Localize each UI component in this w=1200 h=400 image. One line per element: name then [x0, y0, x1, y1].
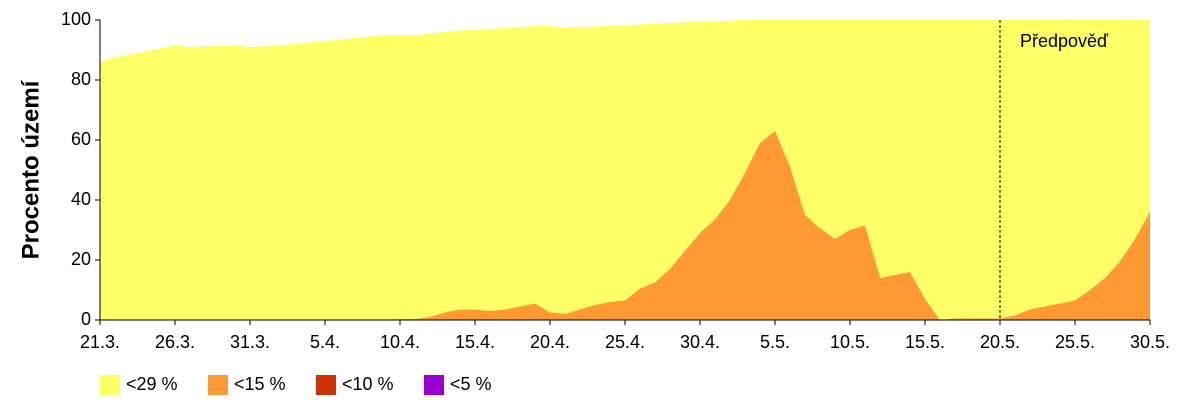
- x-tick-label: 30.4.: [680, 332, 720, 352]
- x-tick-label: 31.3.: [230, 332, 270, 352]
- x-tick-label: 30.5.: [1130, 332, 1170, 352]
- x-tick-label: 10.5.: [830, 332, 870, 352]
- x-tick-label: 15.4.: [455, 332, 495, 352]
- x-tick-label: 5.4.: [310, 332, 340, 352]
- y-tick-label: 80: [71, 69, 91, 89]
- legend-swatch: [208, 375, 228, 395]
- x-tick-label: 26.3.: [155, 332, 195, 352]
- x-tick-label: 25.5.: [1055, 332, 1095, 352]
- x-tick-label: 5.5.: [760, 332, 790, 352]
- y-tick-label: 60: [71, 129, 91, 149]
- area: [100, 20, 1150, 320]
- x-tick-label: 20.5.: [980, 332, 1020, 352]
- y-tick-label: 20: [71, 249, 91, 269]
- legend-label: <29 %: [126, 374, 178, 394]
- annotation: Předpověď: [1020, 31, 1109, 51]
- y-tick-label: 100: [61, 9, 91, 29]
- y-axis-label: Procento území: [17, 79, 44, 259]
- x-tick-label: 25.4.: [605, 332, 645, 352]
- y-tick-label: 40: [71, 189, 91, 209]
- y-tick-label: 0: [81, 309, 91, 329]
- legend-label: <15 %: [234, 374, 286, 394]
- legend-label: <5 %: [450, 374, 492, 394]
- legend-swatch: [316, 375, 336, 395]
- x-tick-label: 21.3.: [80, 332, 120, 352]
- legend-label: <10 %: [342, 374, 394, 394]
- legend-swatch: [100, 375, 120, 395]
- legend-swatch: [424, 375, 444, 395]
- x-tick-label: 20.4.: [530, 332, 570, 352]
- x-tick-label: 10.4.: [380, 332, 420, 352]
- x-tick-label: 15.5.: [905, 332, 945, 352]
